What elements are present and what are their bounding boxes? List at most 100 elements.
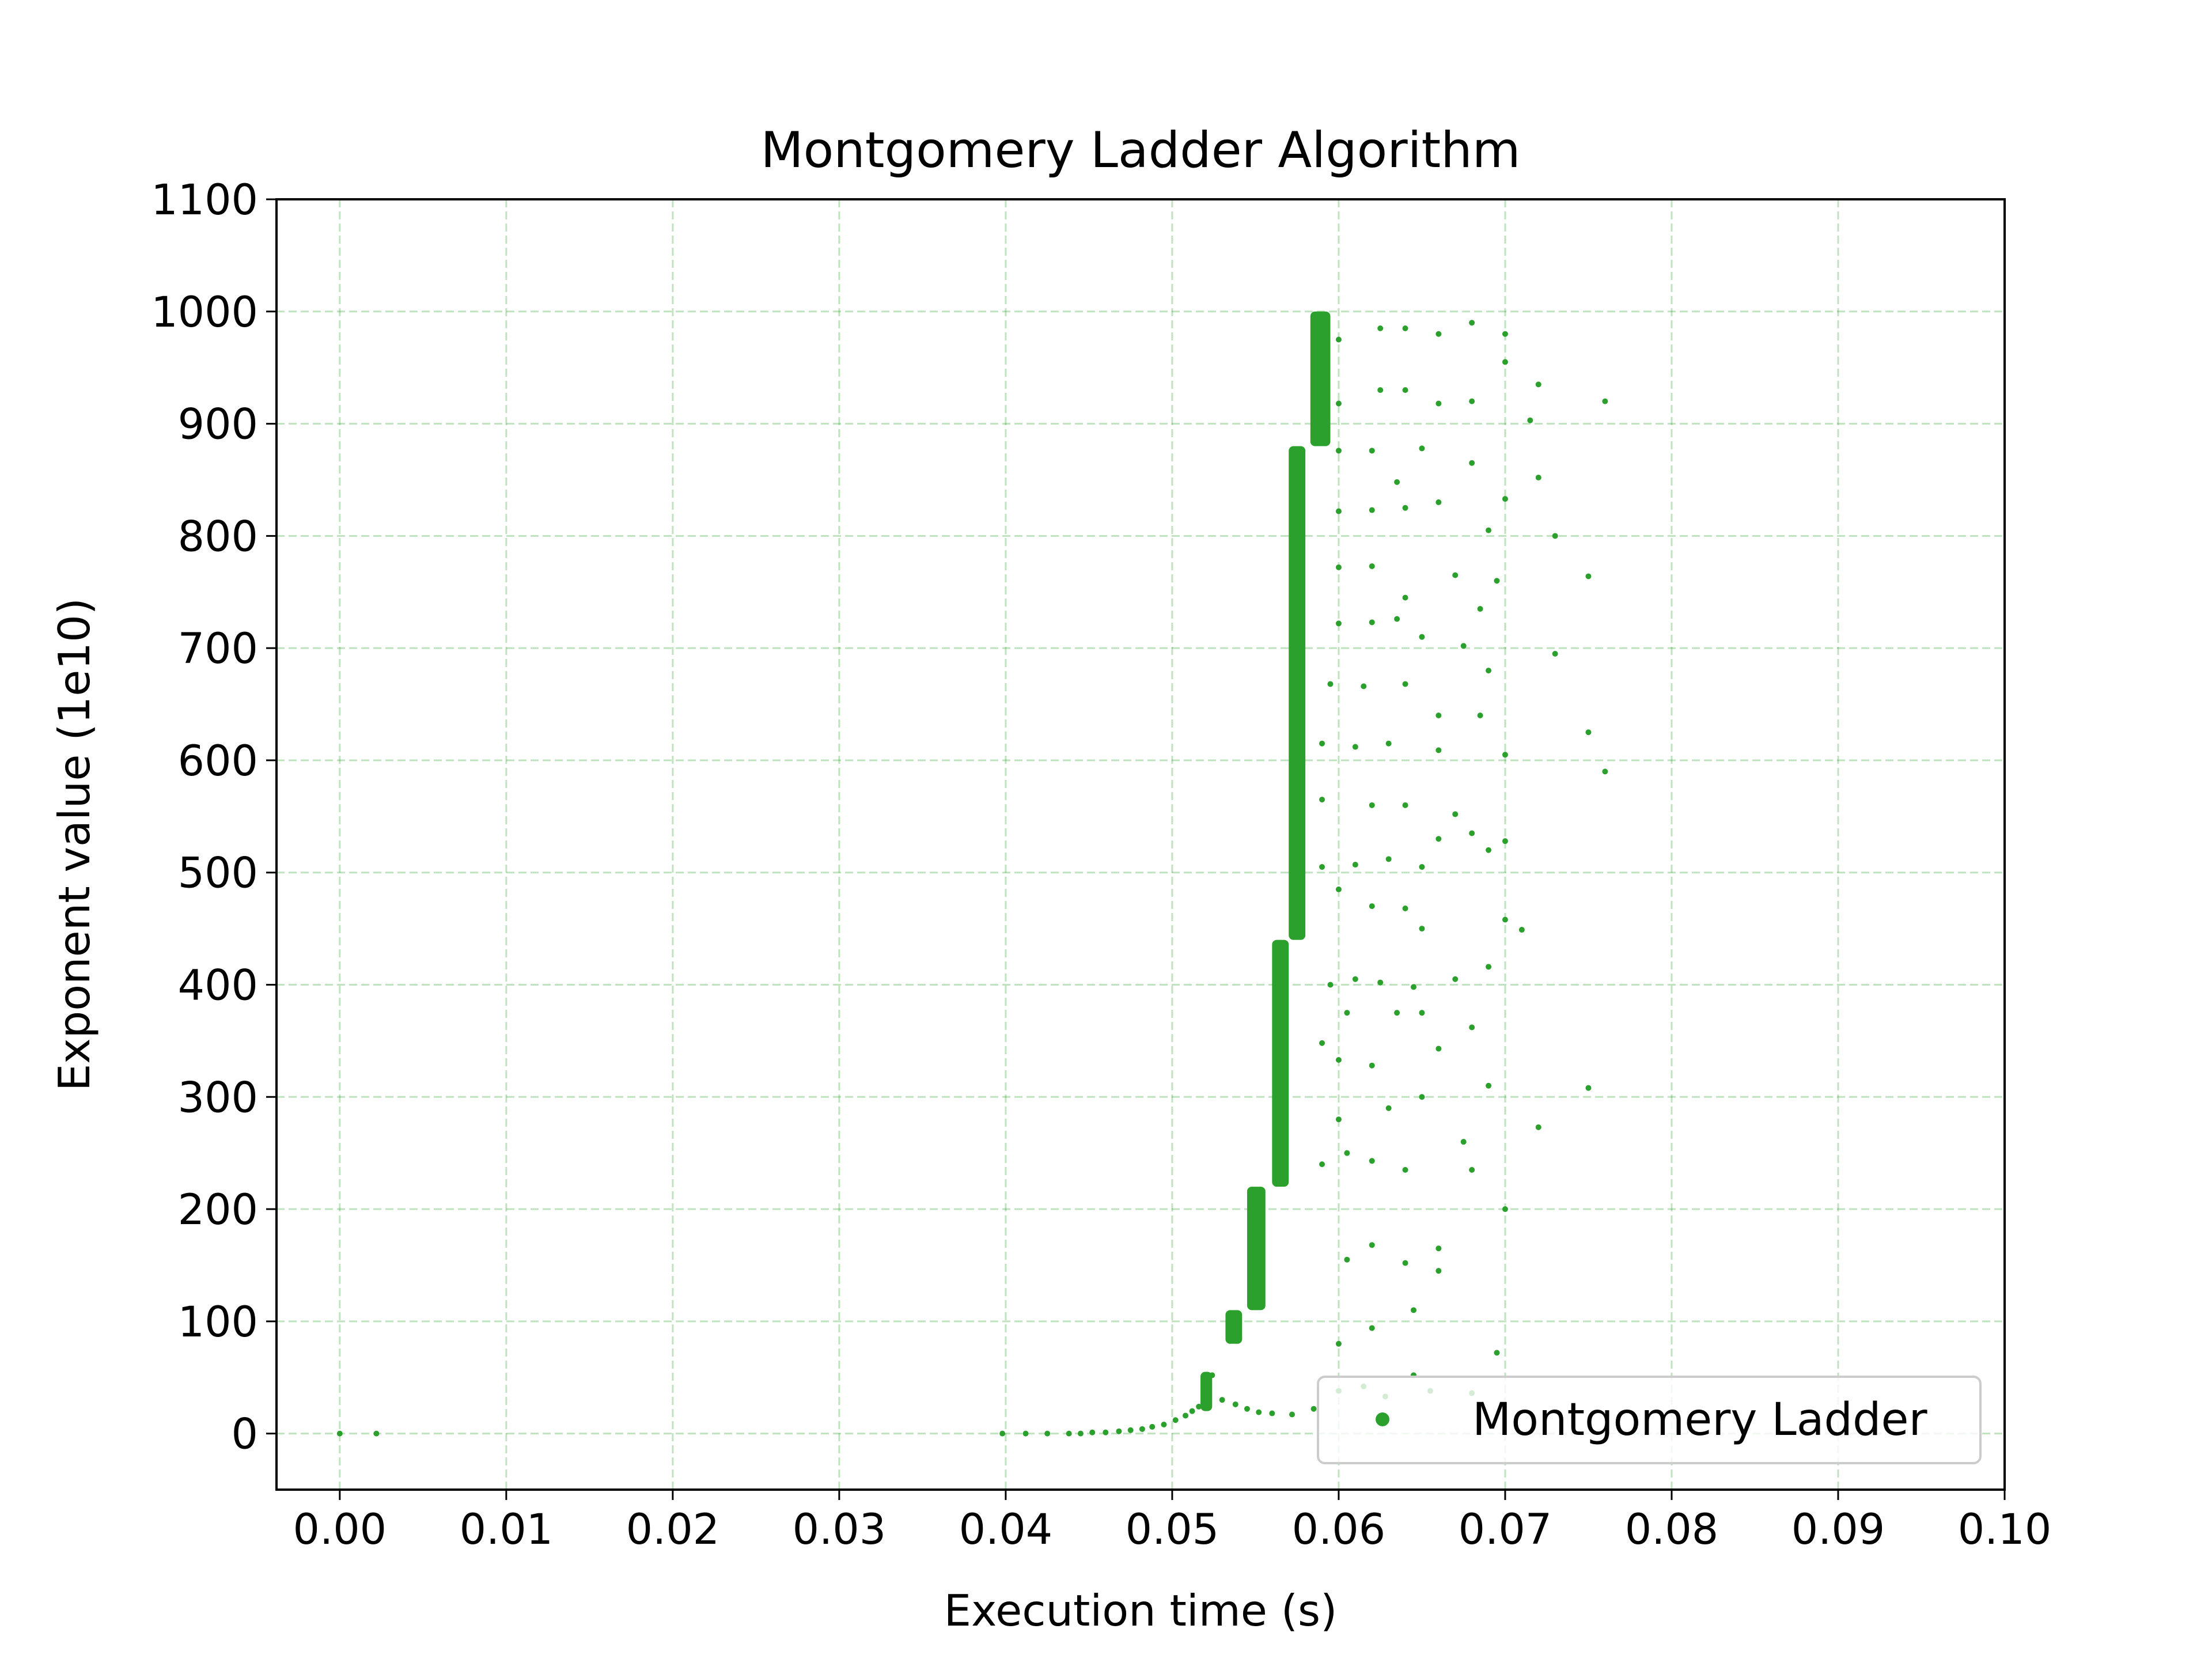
- data-point: [1394, 616, 1400, 622]
- data-point: [1435, 1268, 1442, 1274]
- data-point-cluster: [1289, 446, 1306, 940]
- data-point: [1232, 1401, 1238, 1407]
- data-point: [1402, 681, 1408, 687]
- data-point: [1402, 387, 1408, 393]
- y-tick-label: 0: [232, 1410, 258, 1459]
- data-point: [1335, 336, 1342, 343]
- data-point: [1344, 1150, 1350, 1156]
- data-point: [1161, 1422, 1167, 1428]
- data-point: [1335, 508, 1342, 514]
- y-tick-label: 500: [178, 849, 258, 898]
- data-point: [1502, 496, 1508, 502]
- data-point: [1585, 573, 1592, 579]
- data-point: [1116, 1428, 1122, 1434]
- data-point: [1486, 964, 1492, 970]
- x-tick-label: 0.01: [460, 1505, 554, 1554]
- data-point: [1452, 811, 1459, 817]
- data-point: [1402, 594, 1408, 601]
- data-point: [1149, 1423, 1156, 1430]
- data-point: [1410, 1307, 1416, 1313]
- data-point: [1486, 527, 1492, 533]
- x-tick-label: 0.05: [1126, 1505, 1219, 1554]
- data-point: [999, 1430, 1006, 1437]
- data-point: [1419, 926, 1425, 932]
- x-tick-label: 0.09: [1791, 1505, 1885, 1554]
- data-point: [1219, 1397, 1225, 1403]
- data-point: [1352, 744, 1358, 750]
- data-point: [1077, 1430, 1084, 1437]
- data-point: [1585, 729, 1592, 736]
- data-point: [1344, 1010, 1350, 1016]
- x-tick-label: 0.00: [293, 1505, 387, 1554]
- y-tick-label: 1000: [151, 288, 258, 337]
- data-point: [1435, 400, 1442, 407]
- data-point: [373, 1430, 380, 1437]
- data-point: [1377, 387, 1384, 393]
- y-tick-label: 900: [178, 400, 258, 449]
- data-point: [1419, 1010, 1425, 1016]
- data-point: [1189, 1408, 1195, 1414]
- data-point: [1518, 927, 1525, 933]
- data-point: [1089, 1429, 1096, 1435]
- data-point: [1244, 1406, 1250, 1412]
- data-point: [1327, 681, 1334, 687]
- data-point: [1402, 505, 1408, 511]
- data-point: [1385, 856, 1392, 862]
- data-point: [1377, 325, 1384, 331]
- data-point: [1066, 1430, 1072, 1437]
- data-point-cluster: [1310, 311, 1331, 446]
- data-point: [1256, 1409, 1262, 1415]
- y-tick-label: 200: [178, 1185, 258, 1234]
- x-tick-label: 0.08: [1625, 1505, 1719, 1554]
- data-point: [1196, 1403, 1202, 1410]
- data-point: [1469, 460, 1475, 466]
- data-point: [1327, 982, 1334, 988]
- data-point: [1486, 668, 1492, 674]
- data-point: [1602, 398, 1608, 404]
- data-point: [336, 1430, 343, 1437]
- data-point: [1402, 1166, 1408, 1173]
- data-point: [1385, 740, 1392, 747]
- legend: Montgomery Ladder: [1317, 1376, 1982, 1464]
- data-point: [1477, 605, 1483, 612]
- data-point: [1319, 797, 1325, 803]
- data-point: [1369, 802, 1375, 808]
- data-point: [1385, 1105, 1392, 1111]
- data-point: [1352, 976, 1358, 982]
- data-point-cluster: [1272, 940, 1289, 1187]
- data-point: [1452, 976, 1459, 982]
- data-point: [1377, 979, 1384, 986]
- data-point: [1319, 740, 1325, 747]
- data-point: [1494, 578, 1500, 584]
- data-point: [1200, 1399, 1207, 1406]
- data-point: [1335, 448, 1342, 454]
- chart-title: Montgomery Ladder Algorithm: [760, 122, 1520, 179]
- x-axis-label: Execution time (s): [944, 1585, 1338, 1636]
- data-point: [1552, 533, 1558, 539]
- data-point: [1502, 359, 1508, 365]
- plot-frame: [275, 198, 2006, 1491]
- data-point: [1502, 752, 1508, 758]
- data-point: [1369, 903, 1375, 910]
- data-point: [1044, 1430, 1051, 1437]
- data-point: [1022, 1430, 1029, 1437]
- x-tick-label: 0.04: [959, 1505, 1053, 1554]
- data-point: [1527, 417, 1533, 423]
- data-point: [1410, 984, 1416, 990]
- y-tick-label: 1100: [151, 176, 258, 225]
- data-point: [1402, 802, 1408, 808]
- x-tick-label: 0.02: [626, 1505, 720, 1554]
- y-tick-label: 100: [178, 1298, 258, 1347]
- data-point: [1502, 916, 1508, 923]
- data-point: [1335, 564, 1342, 570]
- data-point: [1469, 1024, 1475, 1031]
- data-point: [1369, 507, 1375, 513]
- data-point: [1127, 1427, 1134, 1433]
- y-tick-label: 300: [178, 1073, 258, 1122]
- x-tick-label: 0.03: [793, 1505, 887, 1554]
- y-tick-label: 400: [178, 961, 258, 1010]
- grid-lines: [276, 198, 2006, 1490]
- data-point: [1335, 1056, 1342, 1063]
- data-point: [1419, 1094, 1425, 1100]
- x-tick-label: 0.10: [1958, 1505, 2052, 1554]
